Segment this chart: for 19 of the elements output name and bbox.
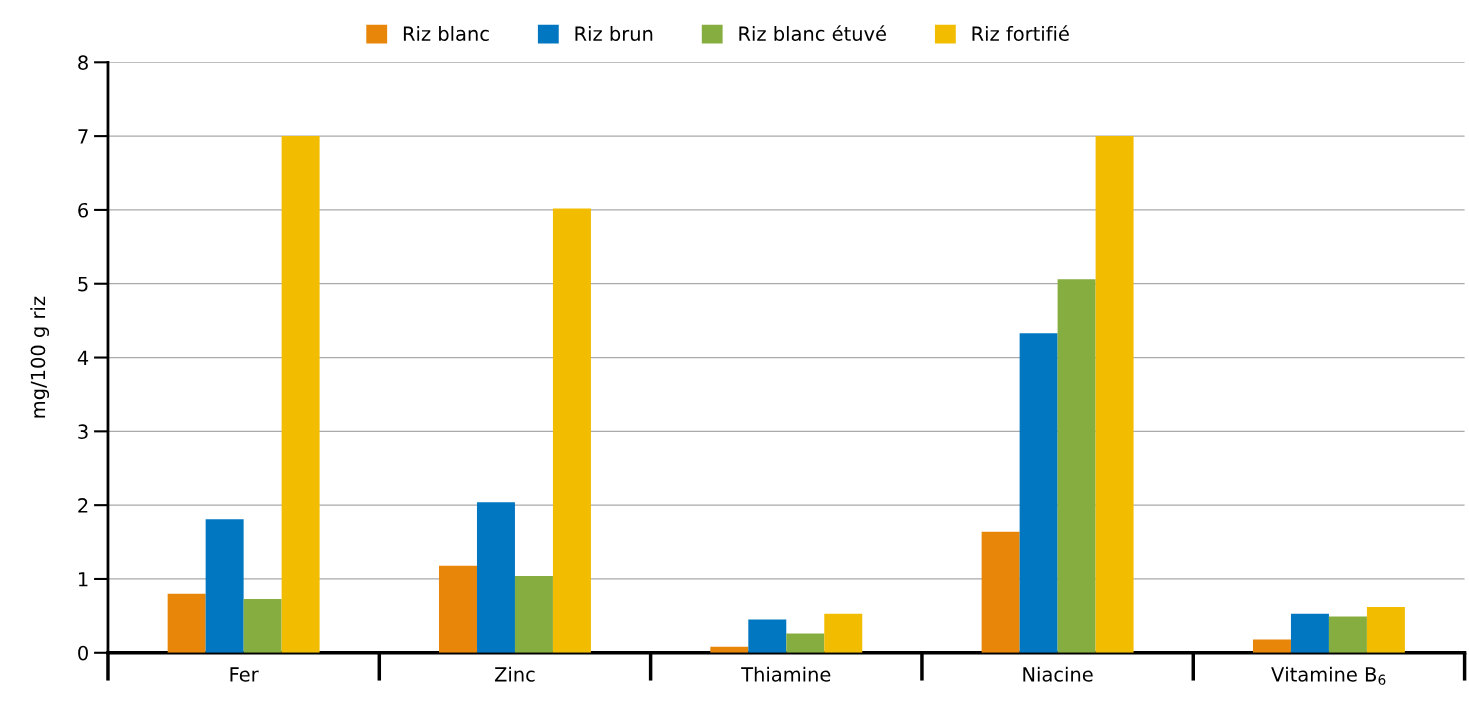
y-tick-label: 1 (78, 572, 88, 587)
legend-label: Riz blanc étuvé (739, 25, 886, 42)
x-tick-label: Fer (230, 667, 259, 682)
y-tick-label: 2 (78, 498, 88, 513)
x-tick-label: Zinc (494, 666, 535, 682)
y-axis-title: mg/100 g riz (30, 296, 50, 418)
y-tick-label: 0 (78, 645, 88, 661)
x-tick-label: Thiamine (741, 666, 831, 682)
legend-label: Riz blanc (403, 25, 489, 42)
x-tick-label: Vitamine B$_{6}$ (1271, 666, 1386, 685)
legend-label: Riz fortifié (972, 25, 1069, 42)
y-tick-label: 6 (78, 202, 88, 218)
y-tick-label: 4 (77, 350, 89, 365)
legend-label: Riz brun (575, 25, 653, 42)
y-tick-label: 8 (78, 55, 88, 70)
y-tick-label: 3 (78, 424, 88, 440)
y-tick-label: 5 (78, 276, 88, 292)
y-tick-label: 7 (78, 129, 88, 144)
x-tick-label: Niacine (1023, 666, 1093, 682)
